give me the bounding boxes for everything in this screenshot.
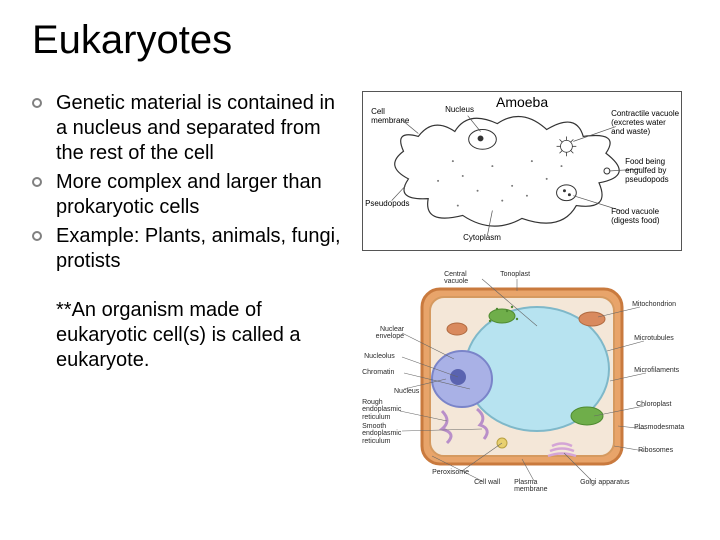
plantcell-label-nucleolus: Nucleolus <box>364 353 395 360</box>
plantcell-label-nucleus-svg: Nucleus <box>394 388 420 395</box>
amoeba-diagram: Amoeba <box>362 91 682 251</box>
right-column: Amoeba <box>362 91 688 491</box>
bullet-icon <box>32 98 42 108</box>
bullet-item: More complex and larger than prokaryotic… <box>32 170 348 220</box>
plantcell-label-wall: Cell wall <box>474 479 500 486</box>
plantcell-label-ribosomes: Ribosomes <box>638 447 673 454</box>
plantcell-label-rer: Rough endoplasmic reticulum <box>362 399 407 421</box>
amoeba-label-food-vacuole: Food vacuole (digests food) <box>611 208 681 226</box>
plantcell-label-ser: Smooth endoplasmic reticulum <box>362 423 407 445</box>
plantcell-label-nenv: Nuclear envelope <box>362 326 404 341</box>
bullet-item: Genetic material is contained in a nucle… <box>32 91 348 166</box>
plantcell-label-golgi: Golgi apparatus <box>580 479 630 486</box>
amoeba-label-contractile: Contractile vacuole (excretes water and … <box>611 110 681 136</box>
plantcell-diagram: Nucleus Tonoplast Central vacuole Nuclea… <box>362 271 682 491</box>
bullet-icon <box>32 177 42 187</box>
plantcell-label-microtubules: Microtubules <box>634 335 674 342</box>
note-text: **An organism made of eukaryotic cell(s)… <box>56 298 348 373</box>
bullet-item: Example: Plants, animals, fungi, protist… <box>32 224 348 274</box>
slide-title: Eukaryotes <box>32 18 688 63</box>
plantcell-label-chloroplast: Chloroplast <box>636 401 671 408</box>
plantcell-label-tonoplast: Tonoplast <box>500 271 530 278</box>
columns: Genetic material is contained in a nucle… <box>32 91 688 491</box>
plantcell-label-vacuole: Central vacuole <box>444 271 484 286</box>
plantcell-label-microfilaments: Microfilaments <box>634 367 679 374</box>
amoeba-label-pseudopods: Pseudopods <box>365 200 409 209</box>
plantcell-label-plasma: Plasma membrane <box>514 479 564 494</box>
amoeba-label-membrane: Cell membrane <box>371 108 421 126</box>
amoeba-label-nucleus: Nucleus <box>445 106 474 115</box>
plantcell-label-mito: Mitochondrion <box>632 301 676 308</box>
amoeba-label-food-engulfed: Food being engulfed by pseudopods <box>625 158 683 184</box>
bullet-list: Genetic material is contained in a nucle… <box>32 91 348 274</box>
bullet-text: Example: Plants, animals, fungi, protist… <box>56 224 348 274</box>
bullet-text: More complex and larger than prokaryotic… <box>56 170 348 220</box>
left-column: Genetic material is contained in a nucle… <box>32 91 348 491</box>
plantcell-label-peroxisome: Peroxisome <box>432 469 469 476</box>
plantcell-label-plasmodesmata: Plasmodesmata <box>634 424 684 431</box>
amoeba-title: Amoeba <box>496 94 548 110</box>
amoeba-label-cytoplasm: Cytoplasm <box>463 234 501 243</box>
bullet-icon <box>32 231 42 241</box>
bullet-text: Genetic material is contained in a nucle… <box>56 91 348 166</box>
slide: Eukaryotes Genetic material is contained… <box>0 0 720 540</box>
plantcell-label-chromatin: Chromatin <box>362 369 394 376</box>
